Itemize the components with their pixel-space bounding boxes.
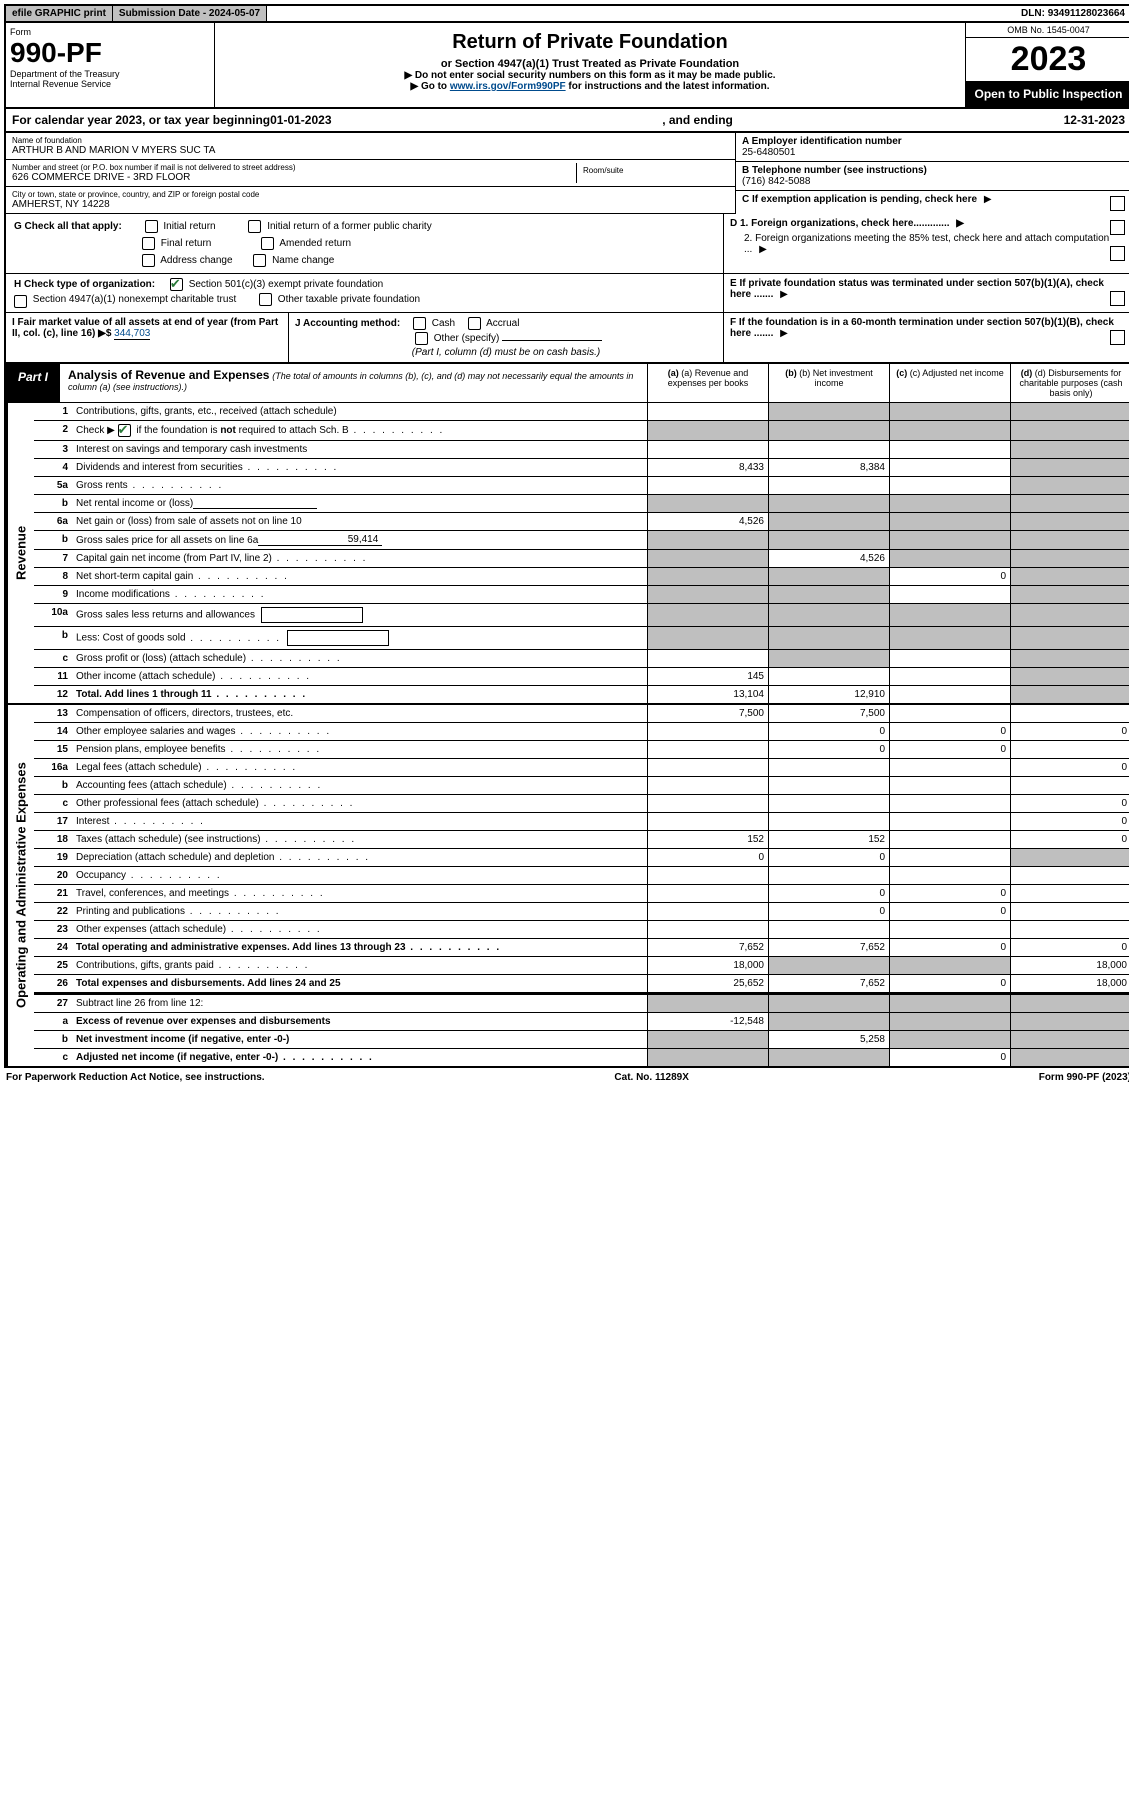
60-month-checkbox[interactable] — [1110, 330, 1125, 345]
omb-number: OMB No. 1545-0047 — [966, 23, 1129, 38]
form-title: Return of Private Foundation — [223, 31, 957, 54]
tax-year: 2023 — [966, 38, 1129, 81]
col-b-head: (b) (b) Net investment income — [769, 364, 890, 402]
exemption-checkbox[interactable] — [1110, 196, 1125, 211]
amended-return-checkbox[interactable] — [261, 237, 274, 250]
room-label: Room/suite — [583, 166, 723, 175]
cash-checkbox[interactable] — [413, 317, 426, 330]
accrual-checkbox[interactable] — [468, 317, 481, 330]
l6a-a: 4,526 — [647, 513, 768, 530]
arrow-icon: ▶ — [780, 328, 788, 339]
dept-irs: Internal Revenue Service — [10, 79, 210, 89]
city-state-zip: AMHERST, NY 14228 — [12, 199, 729, 210]
header-right: OMB No. 1545-0047 2023 Open to Public In… — [965, 23, 1129, 107]
section-i-j-f: I Fair market value of all assets at end… — [4, 313, 1129, 364]
l11-a: 145 — [647, 668, 768, 685]
ein-value: 25-6480501 — [742, 147, 1125, 158]
header-center: Return of Private Foundation or Section … — [215, 23, 965, 107]
schb-checkbox[interactable] — [118, 424, 131, 437]
other-taxable-checkbox[interactable] — [259, 293, 272, 306]
form-number: 990-PF — [10, 37, 210, 69]
initial-former-checkbox[interactable] — [248, 220, 261, 233]
irs-link[interactable]: www.irs.gov/Form990PF — [450, 81, 566, 92]
revenue-side-label: Revenue — [6, 403, 34, 703]
street-address: 626 COMMERCE DRIVE - 3RD FLOOR — [12, 172, 576, 183]
open-public: Open to Public Inspection — [966, 81, 1129, 107]
part1-header: Part I Analysis of Revenue and Expenses … — [4, 364, 1129, 403]
phone-cell: B Telephone number (see instructions) (7… — [736, 162, 1129, 191]
l4-a: 8,433 — [647, 459, 768, 476]
top-bar: efile GRAPHIC print Submission Date - 20… — [4, 4, 1129, 23]
cat-no: Cat. No. 11289X — [614, 1072, 688, 1083]
col-a-head: (a) (a) Revenue and expenses per books — [648, 364, 769, 402]
l13-b: 7,500 — [768, 705, 889, 722]
phone-value: (716) 842-5088 — [742, 176, 1125, 187]
section-j: J Accounting method: Cash Accrual Other … — [289, 313, 724, 362]
section-h: H Check type of organization: Section 50… — [6, 274, 723, 312]
section-f: F If the foundation is in a 60-month ter… — [724, 313, 1129, 362]
l8-c: 0 — [889, 568, 1010, 585]
foreign-org-checkbox[interactable] — [1110, 220, 1125, 235]
footer: For Paperwork Reduction Act Notice, see … — [4, 1068, 1129, 1083]
foundation-name-cell: Name of foundation ARTHUR B AND MARION V… — [6, 133, 735, 160]
name-change-checkbox[interactable] — [253, 254, 266, 267]
dln: DLN: 93491128023664 — [1015, 6, 1129, 21]
arrow-icon: ▶ — [759, 244, 767, 255]
l27b-b: 5,258 — [768, 1031, 889, 1048]
l7-b: 4,526 — [768, 550, 889, 567]
part1-desc: Analysis of Revenue and Expenses (The to… — [60, 364, 648, 402]
l4-b: 8,384 — [768, 459, 889, 476]
section-i: I Fair market value of all assets at end… — [6, 313, 289, 362]
form-subtitle: or Section 4947(a)(1) Trust Treated as P… — [223, 58, 957, 70]
calendar-year-row: For calendar year 2023, or tax year begi… — [4, 109, 1129, 133]
link-note: ▶ Go to www.irs.gov/Form990PF for instru… — [223, 81, 957, 92]
l27c-c: 0 — [889, 1049, 1010, 1066]
foreign-85-checkbox[interactable] — [1110, 246, 1125, 261]
form-ref: Form 990-PF (2023) — [1039, 1072, 1129, 1083]
header-left: Form 990-PF Department of the Treasury I… — [6, 23, 215, 107]
address-change-checkbox[interactable] — [142, 254, 155, 267]
section-d: D 1. Foreign organizations, check here..… — [723, 214, 1129, 273]
fmv-amount[interactable]: 344,703 — [114, 328, 150, 340]
other-method-checkbox[interactable] — [415, 332, 428, 345]
form-header: Form 990-PF Department of the Treasury I… — [4, 23, 1129, 109]
arrow-icon: ▶ — [780, 289, 788, 300]
ssn-note: ▶ Do not enter social security numbers o… — [223, 70, 957, 81]
efile-label[interactable]: efile GRAPHIC print — [6, 6, 113, 21]
l12-b: 12,910 — [768, 686, 889, 703]
status-terminated-checkbox[interactable] — [1110, 291, 1125, 306]
section-g-d: G Check all that apply: Initial return I… — [4, 214, 1129, 274]
col-d-head: (d) (d) Disbursements for charitable pur… — [1011, 364, 1129, 402]
foundation-name: ARTHUR B AND MARION V MYERS SUC TA — [12, 145, 729, 156]
arrow-icon: ▶ — [956, 218, 964, 229]
exemption-pending-cell: C If exemption application is pending, c… — [736, 191, 1129, 208]
entity-info: Name of foundation ARTHUR B AND MARION V… — [4, 133, 1129, 214]
tax-begin: 01-01-2023 — [270, 113, 331, 127]
part1-label: Part I — [6, 364, 60, 402]
paperwork-notice: For Paperwork Reduction Act Notice, see … — [6, 1072, 265, 1083]
501c3-checkbox[interactable] — [170, 278, 183, 291]
ein-cell: A Employer identification number 25-6480… — [736, 133, 1129, 162]
form-label: Form — [10, 27, 210, 37]
section-h-e: H Check type of organization: Section 50… — [4, 274, 1129, 313]
section-e: E If private foundation status was termi… — [723, 274, 1129, 312]
l6b-val: 59,414 — [258, 534, 382, 546]
city-cell: City or town, state or province, country… — [6, 187, 735, 214]
tax-end: 12-31-2023 — [1064, 113, 1125, 127]
revenue-table: Revenue 1Contributions, gifts, grants, e… — [4, 403, 1129, 705]
arrow-icon: ▶ — [984, 194, 992, 205]
expenses-table: Operating and Administrative Expenses 13… — [4, 705, 1129, 1068]
expenses-side-label: Operating and Administrative Expenses — [6, 705, 34, 1066]
section-g: G Check all that apply: Initial return I… — [6, 214, 723, 273]
submission-date: Submission Date - 2024-05-07 — [113, 6, 267, 21]
l27a-a: -12,548 — [647, 1013, 768, 1030]
l12-a: 13,104 — [647, 686, 768, 703]
l13-a: 7,500 — [647, 705, 768, 722]
address-cell: Number and street (or P.O. box number if… — [6, 160, 735, 187]
dept-treasury: Department of the Treasury — [10, 69, 210, 79]
initial-return-checkbox[interactable] — [145, 220, 158, 233]
4947-checkbox[interactable] — [14, 295, 27, 308]
col-c-head: (c) (c) Adjusted net income — [890, 364, 1011, 402]
final-return-checkbox[interactable] — [142, 237, 155, 250]
